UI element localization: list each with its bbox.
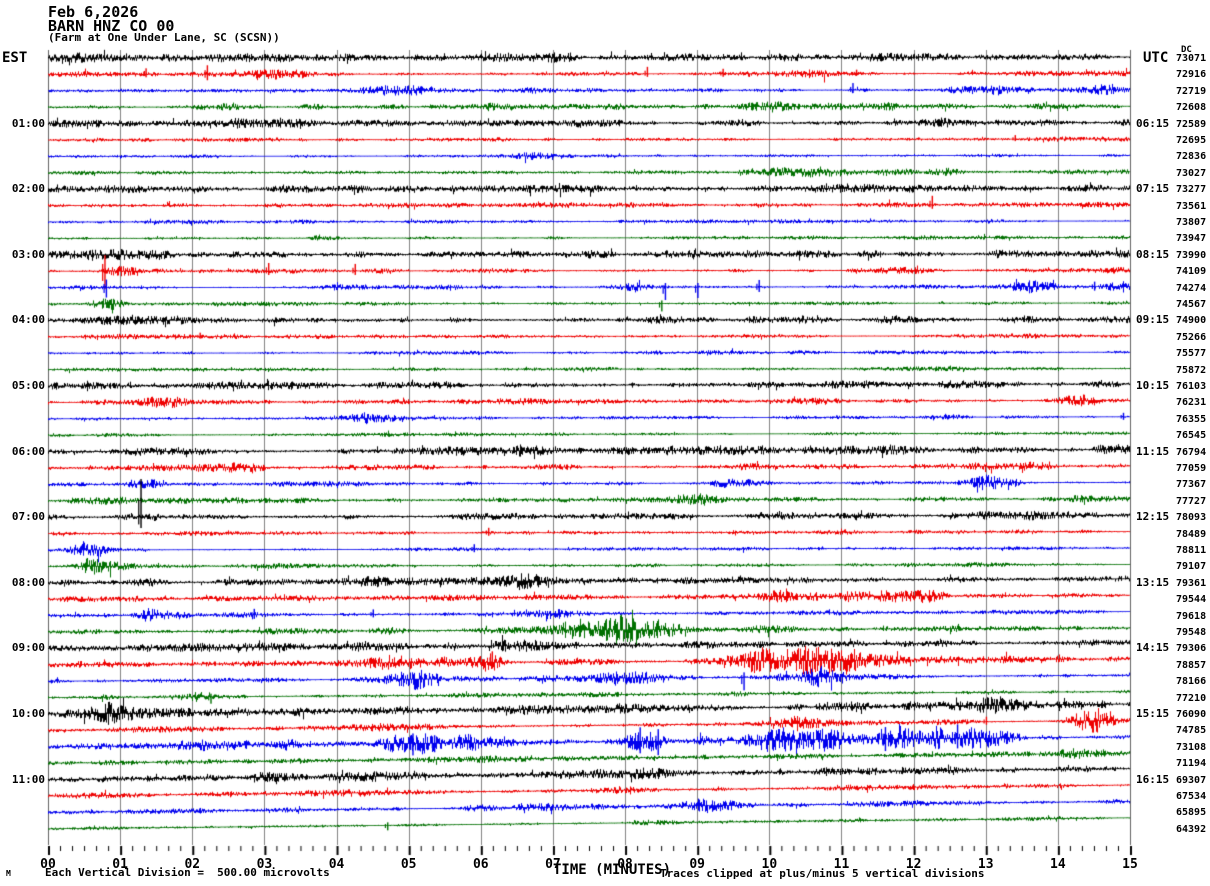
dc-value: 73990 [1176, 249, 1207, 261]
dc-value: 73108 [1176, 741, 1207, 753]
dc-value: 72695 [1176, 135, 1207, 146]
dc-value: 76545 [1176, 430, 1207, 442]
dc-value: 73277 [1176, 184, 1207, 196]
dc-value: 79548 [1176, 627, 1207, 638]
x-tick-label: 11 [833, 857, 850, 872]
x-tick-label: 14 [1050, 857, 1066, 872]
est-hour-label: 08:00 [11, 575, 45, 589]
dc-value: 73561 [1176, 200, 1207, 212]
dc-value: 78811 [1176, 545, 1207, 556]
header-station: BARN HNZ CO 00 [48, 17, 175, 35]
est-hour-label: 01:00 [11, 116, 45, 130]
dc-value: 65895 [1176, 807, 1207, 819]
dc-value: 76103 [1176, 381, 1207, 392]
dc-column-label: DC [1181, 45, 1192, 55]
dc-value: 72608 [1176, 102, 1207, 114]
dc-value: 77727 [1176, 495, 1207, 507]
dc-value: 76355 [1176, 413, 1207, 425]
dc-value: 74274 [1176, 282, 1207, 294]
x-tick-label: 15 [1122, 857, 1138, 872]
utc-hour-label: 09:15 [1136, 313, 1170, 327]
dc-value: 72916 [1176, 69, 1207, 81]
dc-value: 79306 [1176, 643, 1207, 655]
x-tick-label: 00 [40, 857, 56, 872]
dc-value: 76090 [1176, 709, 1207, 720]
dc-value: 77367 [1176, 479, 1207, 491]
dc-value: 72589 [1176, 118, 1207, 130]
header-date: Feb 6,2026 [48, 3, 139, 21]
dc-value: 75266 [1176, 331, 1207, 343]
dc-value: 76231 [1176, 397, 1207, 409]
utc-hour-label: 08:15 [1136, 247, 1170, 261]
corner-glyph: M [6, 869, 11, 878]
utc-hour-label: 13:15 [1136, 575, 1170, 589]
est-hour-label: 11:00 [11, 772, 45, 786]
dc-value: 69307 [1176, 774, 1207, 786]
dc-value: 74109 [1176, 266, 1207, 278]
x-tick-label: 06 [472, 857, 489, 872]
est-hour-label: 03:00 [11, 247, 45, 261]
dc-value: 72719 [1176, 85, 1207, 97]
dc-value: 76794 [1176, 446, 1207, 458]
left-axis-title: EST [2, 50, 28, 66]
utc-hour-label: 10:15 [1136, 379, 1170, 392]
x-axis-title: TIME (MINUTES) [553, 862, 672, 878]
est-hour-label: 10:00 [11, 707, 45, 720]
dc-value: 77059 [1176, 463, 1207, 474]
dc-value: 78857 [1176, 659, 1207, 671]
dc-value: 79544 [1176, 594, 1207, 606]
x-tick-label: 02 [184, 857, 201, 872]
utc-hour-label: 15:15 [1136, 707, 1170, 720]
dc-value: 79361 [1176, 577, 1207, 589]
clip-note: Traces clipped at plus/minus 5 vertical … [660, 867, 985, 880]
dc-value: 73071 [1176, 53, 1207, 64]
dc-value: 77210 [1176, 692, 1207, 704]
est-hour-label: 06:00 [11, 444, 45, 458]
utc-hour-label: 16:15 [1136, 772, 1170, 786]
dc-value: 74900 [1176, 315, 1207, 327]
dc-value: 67534 [1176, 791, 1207, 802]
dc-value: 78489 [1176, 528, 1207, 540]
est-hour-label: 02:00 [11, 182, 45, 196]
scale-note: Each Vertical Division = 500.00 microvol… [45, 866, 330, 879]
dc-value: 73807 [1176, 217, 1207, 228]
dc-value: 74785 [1176, 725, 1207, 737]
x-tick-label: 12 [905, 857, 922, 872]
dc-value: 73947 [1176, 233, 1207, 245]
est-hour-label: 09:00 [11, 641, 45, 655]
x-tick-label: 03 [256, 857, 273, 872]
utc-hour-label: 07:15 [1136, 182, 1170, 196]
dc-value: 74567 [1176, 299, 1207, 310]
dc-value: 72836 [1176, 151, 1207, 163]
utc-hour-label: 06:15 [1136, 116, 1170, 130]
dc-value: 75577 [1176, 348, 1207, 360]
utc-hour-label: 14:15 [1136, 641, 1170, 655]
est-hour-label: 05:00 [11, 379, 45, 392]
x-tick-label: 05 [400, 857, 417, 872]
header-location: (Farm at One Under Lane, SC (SCSN)) [48, 31, 280, 44]
dc-value: 79618 [1176, 610, 1207, 622]
est-hour-label: 07:00 [11, 510, 45, 524]
x-tick-label: 13 [977, 857, 994, 872]
right-axis-title: UTC [1143, 50, 1169, 66]
dc-value: 73027 [1176, 167, 1207, 179]
est-hour-label: 04:00 [11, 313, 45, 327]
x-tick-label: 07 [545, 857, 561, 872]
x-tick-label: 08 [617, 857, 633, 872]
dc-value: 71194 [1176, 758, 1207, 770]
dc-value: 79107 [1176, 561, 1207, 573]
dc-value: 78166 [1176, 676, 1207, 688]
dc-value: 64392 [1176, 823, 1207, 835]
x-tick-label: 10 [761, 857, 778, 872]
utc-hour-label: 12:15 [1136, 510, 1170, 524]
dc-value: 78093 [1176, 512, 1207, 524]
x-tick-label: 01 [112, 857, 128, 872]
x-tick-label: 09 [689, 857, 706, 872]
utc-hour-label: 11:15 [1136, 444, 1170, 458]
dc-value: 75872 [1176, 364, 1207, 376]
x-tick-label: 04 [328, 857, 345, 872]
